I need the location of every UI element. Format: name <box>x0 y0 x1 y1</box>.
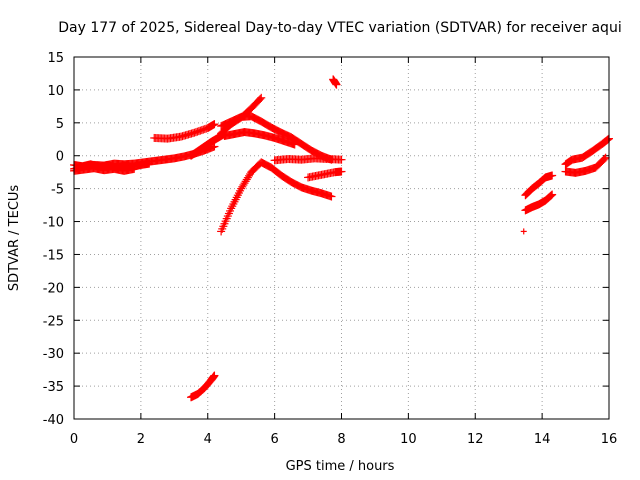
x-tick-label: 14 <box>534 432 551 447</box>
y-tick-label: -20 <box>43 281 64 296</box>
series-track-q <box>561 153 610 177</box>
x-tick-label: 6 <box>270 432 278 447</box>
data-point <box>546 191 555 200</box>
series-track-k <box>304 167 346 182</box>
series-track-d <box>150 120 219 143</box>
series-track-o <box>521 190 557 215</box>
x-axis-label: GPS time / hours <box>286 459 395 474</box>
data-point <box>256 94 265 103</box>
data-point <box>548 171 557 180</box>
data-points <box>70 75 613 402</box>
data-point <box>210 371 219 380</box>
series-track-e <box>187 130 229 160</box>
data-point <box>145 159 154 168</box>
series-track-i <box>217 158 336 236</box>
y-tick-label: -35 <box>43 380 64 395</box>
y-tick-label: -25 <box>43 314 64 329</box>
plot-frame <box>73 56 610 420</box>
y-tick-label: -30 <box>43 347 64 362</box>
chart-title: Day 177 of 2025, Sidereal Day-to-day VTE… <box>58 20 621 36</box>
data-point <box>332 80 341 89</box>
data-point <box>337 155 346 164</box>
series-track-n <box>521 171 557 200</box>
x-tick-label: 12 <box>467 432 484 447</box>
x-tick-label: 4 <box>204 432 212 447</box>
x-tick-label: 2 <box>137 432 145 447</box>
x-tick-label: 16 <box>601 432 618 447</box>
series-track-m <box>187 371 219 402</box>
series-track-p <box>561 134 613 169</box>
y-tick-label: -10 <box>43 216 64 231</box>
grid-lines <box>74 57 609 419</box>
data-point <box>520 228 527 235</box>
x-tick-label: 8 <box>337 432 345 447</box>
y-tick-label: 5 <box>56 117 64 132</box>
x-tick-label: 10 <box>400 432 417 447</box>
y-tick-label: -5 <box>51 183 64 198</box>
series-track-j <box>270 154 346 165</box>
y-axis-label: SDTVAR / TECUs <box>7 185 22 292</box>
data-point <box>210 120 219 129</box>
series-track-g <box>217 112 336 164</box>
data-point <box>290 140 299 149</box>
series-outlier <box>520 228 527 235</box>
data-point <box>547 191 556 200</box>
y-tick-label: -15 <box>43 248 64 263</box>
data-point <box>548 190 557 199</box>
data-point <box>601 153 610 162</box>
data-point <box>257 93 266 102</box>
series-track-l <box>329 75 341 89</box>
data-point <box>600 154 609 163</box>
data-point <box>327 192 336 201</box>
y-tick-label: 0 <box>56 150 64 165</box>
y-tick-label: 10 <box>47 84 64 99</box>
y-tick-label: 15 <box>47 51 64 66</box>
y-tick-label: -40 <box>43 413 64 428</box>
series-track-h <box>220 128 299 149</box>
data-point <box>337 167 346 176</box>
axis-ticks: 0 2 4 6 8 10 12 14 16 15 10 5 0 -5 -10 -15 -20 -25 -30 -35 -… <box>43 51 618 447</box>
x-tick-label: 0 <box>70 432 78 447</box>
